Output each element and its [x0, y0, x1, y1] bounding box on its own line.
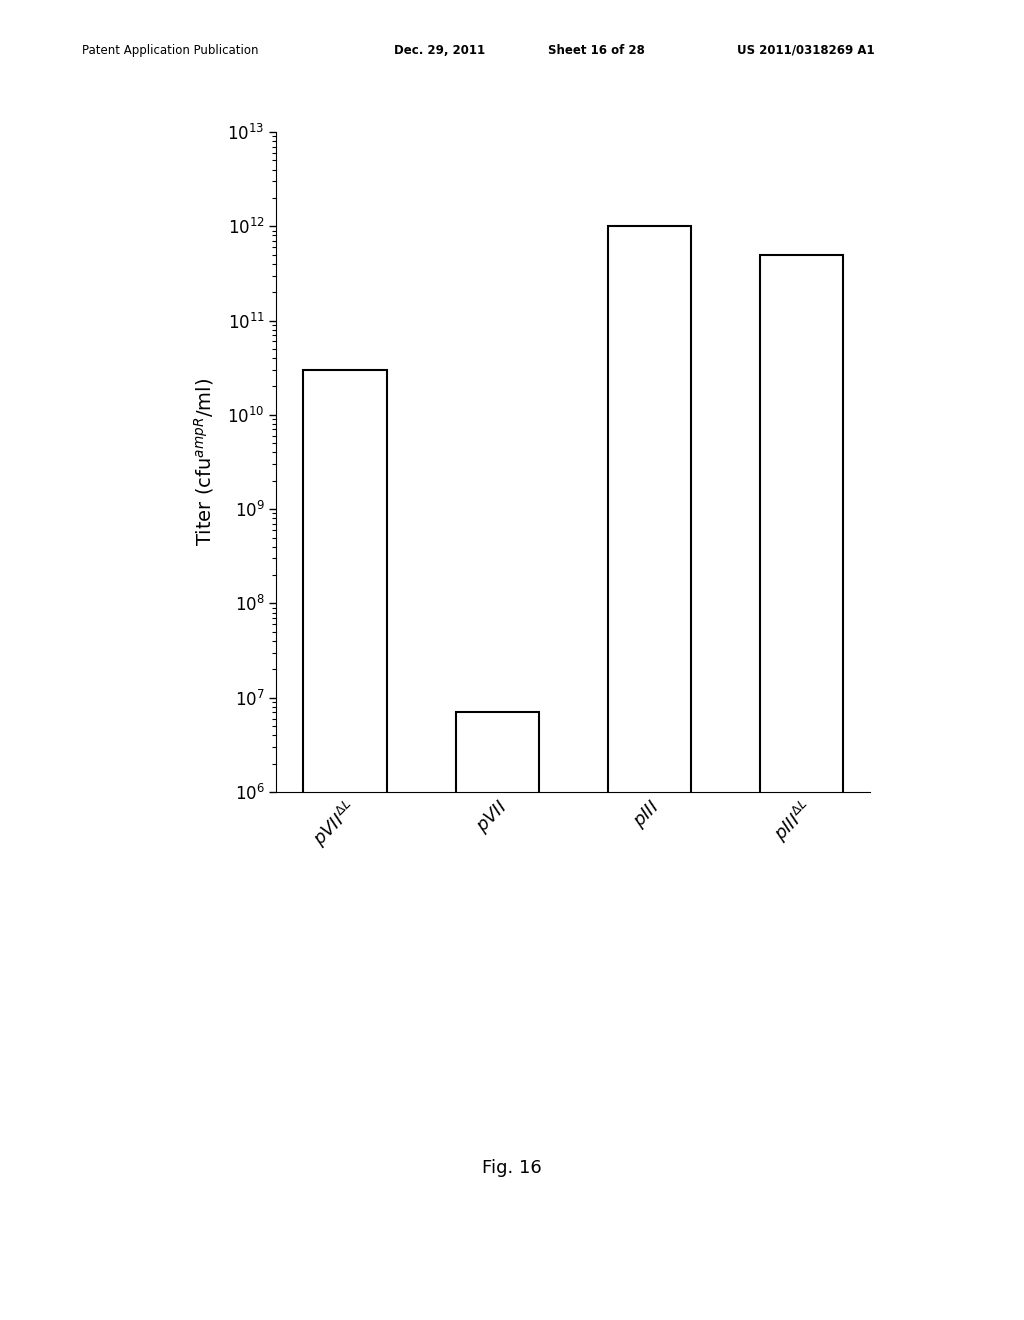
- Bar: [760, 255, 844, 1320]
- Y-axis label: Titer (cfu$^{ampR}$/ml): Titer (cfu$^{ampR}$/ml): [193, 378, 216, 546]
- Bar: [456, 713, 540, 1320]
- Bar: [303, 370, 387, 1320]
- Text: Sheet 16 of 28: Sheet 16 of 28: [548, 44, 645, 57]
- Text: Dec. 29, 2011: Dec. 29, 2011: [394, 44, 485, 57]
- Text: Patent Application Publication: Patent Application Publication: [82, 44, 258, 57]
- Text: Fig. 16: Fig. 16: [482, 1159, 542, 1177]
- Bar: [607, 226, 691, 1320]
- Text: US 2011/0318269 A1: US 2011/0318269 A1: [737, 44, 874, 57]
